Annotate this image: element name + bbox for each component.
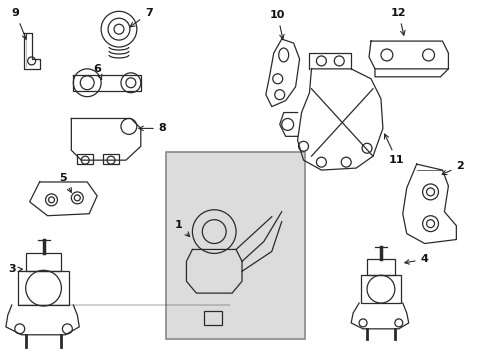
Text: 2: 2	[441, 161, 463, 175]
Bar	[103, 154, 119, 164]
Bar	[165, 152, 304, 339]
Bar	[366, 260, 394, 275]
Bar	[26, 253, 61, 271]
Bar	[360, 275, 400, 303]
Text: 1: 1	[174, 220, 189, 237]
Text: 10: 10	[269, 10, 285, 39]
Text: 5: 5	[60, 173, 71, 192]
Text: 3: 3	[8, 264, 22, 274]
Text: 7: 7	[130, 8, 152, 27]
Text: 11: 11	[384, 134, 404, 165]
Text: 6: 6	[93, 64, 102, 80]
Bar	[204, 311, 222, 325]
Text: 4: 4	[404, 255, 427, 264]
Text: 12: 12	[390, 8, 406, 35]
Text: 9: 9	[12, 8, 26, 39]
Bar	[18, 271, 69, 305]
Text: 8: 8	[139, 123, 166, 134]
Bar	[77, 154, 93, 164]
